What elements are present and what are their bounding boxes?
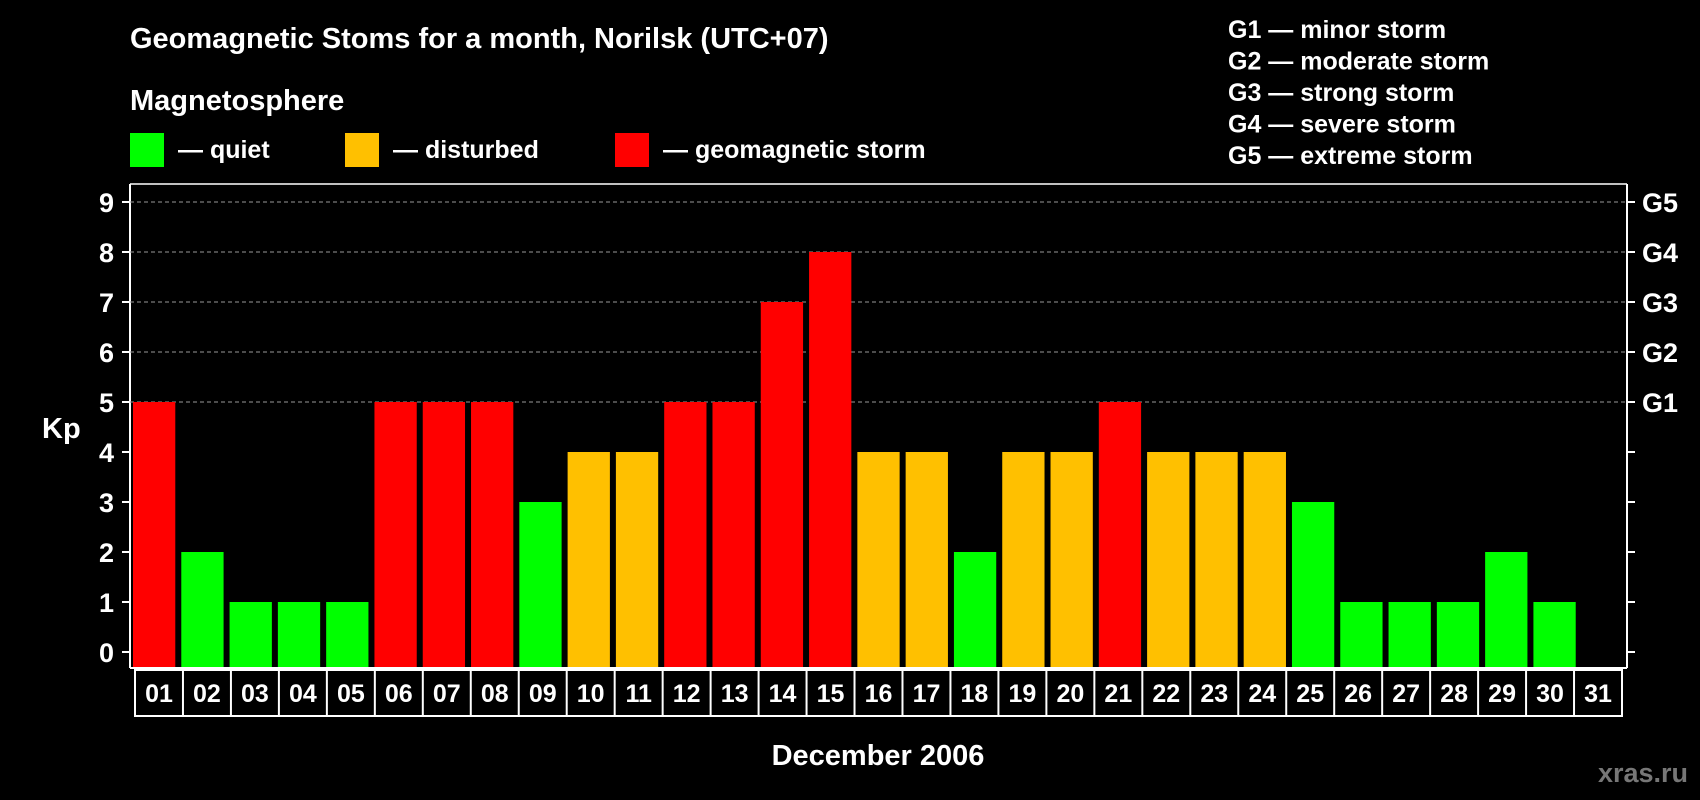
legend-swatch-storm [615,133,649,167]
x-tick-label-12: 12 [673,680,701,708]
chart-title: Geomagnetic Stoms for a month, Norilsk (… [130,23,829,55]
y-tick-label: 7 [99,288,114,318]
bar-day-10 [567,452,610,668]
x-tick-label-30: 30 [1536,680,1564,708]
x-tick-label-05: 05 [337,680,365,708]
legend-swatch-disturbed [345,133,379,167]
bar-day-02 [181,552,224,668]
storm-scale-item-1: G1 — minor storm [1228,16,1446,44]
x-tick-label-08: 08 [481,680,509,708]
bar-day-07 [422,402,466,668]
bar-day-15 [809,252,852,668]
x-tick-label-25: 25 [1296,680,1324,708]
bar-day-05 [326,602,369,668]
x-tick-label-02: 02 [193,680,221,708]
legend-label-storm: — geomagnetic storm [663,136,926,164]
bar-day-16 [857,452,900,668]
x-tick-label-22: 22 [1152,680,1180,708]
x-tick-label-26: 26 [1344,680,1372,708]
x-axis-label: December 2006 [772,740,985,772]
x-tick-label-06: 06 [385,680,413,708]
x-tick-label-15: 15 [817,680,845,708]
x-tick-label-01: 01 [145,680,173,708]
x-tick-label-24: 24 [1248,680,1276,708]
bar-day-27 [1388,602,1431,668]
y-tick-label: 2 [99,538,114,568]
day-label-box [134,669,1623,717]
y-tick-label: 5 [99,388,114,418]
x-tick-label-14: 14 [769,680,797,708]
bar-day-30 [1533,602,1576,668]
bar-day-12 [664,402,707,668]
bar-day-18 [953,552,997,668]
bar-day-06 [374,402,417,668]
bar-day-19 [1002,452,1045,668]
y-tick-label: 6 [99,338,114,368]
bar-day-20 [1050,452,1093,668]
right-axis-label-g5: G5 [1642,188,1678,218]
bar-day-17 [905,452,948,668]
bar-day-26 [1340,602,1383,668]
x-tick-label-27: 27 [1392,680,1420,708]
x-tick-label-04: 04 [289,680,317,708]
bar-day-03 [229,602,272,668]
y-tick-label: 4 [99,438,114,468]
right-axis-label-g1: G1 [1642,388,1678,418]
y-tick-label: 8 [99,238,114,268]
bar-day-28 [1436,602,1480,668]
storm-scale-item-2: G2 — moderate storm [1228,48,1489,76]
storm-scale-legend: G1 — minor storm G2 — moderate storm G3 — … [1228,16,1489,170]
bar-day-29 [1485,552,1528,668]
legend-title: Magnetosphere [130,85,344,117]
legend-label-disturbed: — disturbed [393,136,539,164]
bar-day-01 [133,402,176,668]
y-tick-label: 0 [99,638,114,668]
right-axis-label-g4: G4 [1642,238,1678,268]
bar-day-21 [1098,402,1142,668]
x-tick-label-16: 16 [865,680,893,708]
right-axis-label-g2: G2 [1642,338,1678,368]
bar-day-04 [277,602,321,668]
color-legend: — quiet — disturbed — geomagnetic storm [130,133,926,167]
y-tick-label: 9 [99,188,114,218]
x-tick-label-03: 03 [241,680,269,708]
bar-day-23 [1195,452,1238,668]
x-tick-label-21: 21 [1104,680,1132,708]
x-tick-label-07: 07 [433,680,461,708]
x-tick-label-09: 09 [529,680,557,708]
y-axis-label: Kp [42,413,81,445]
x-tick-label-19: 19 [1008,680,1036,708]
x-tick-label-10: 10 [577,680,605,708]
x-tick-label-28: 28 [1440,680,1468,708]
x-tick-label-31: 31 [1584,680,1612,708]
right-axis-label-g3: G3 [1642,288,1678,318]
bar-day-09 [519,502,562,668]
storm-scale-item-4: G4 — severe storm [1228,111,1456,139]
storm-scale-item-5: G5 — extreme storm [1228,142,1473,170]
bar-day-14 [760,302,804,668]
bar-day-22 [1147,452,1190,668]
bar-day-08 [471,402,514,668]
x-tick-label-11: 11 [625,680,652,708]
x-tick-label-18: 18 [961,680,989,708]
legend-swatch-quiet [130,133,164,167]
x-tick-label-17: 17 [913,680,941,708]
x-tick-label-20: 20 [1056,680,1084,708]
storm-scale-item-3: G3 — strong storm [1228,79,1454,107]
x-tick-label-13: 13 [721,680,749,708]
legend-label-quiet: — quiet [178,136,270,164]
bar-day-13 [712,402,755,668]
watermark: xras.ru [1598,758,1688,788]
x-tick-label-23: 23 [1200,680,1228,708]
bar-day-11 [615,452,659,668]
x-tick-label-29: 29 [1488,680,1516,708]
y-tick-label: 3 [99,488,114,518]
bar-day-24 [1243,452,1286,668]
bar-day-25 [1291,502,1335,668]
y-tick-label: 1 [99,588,114,618]
